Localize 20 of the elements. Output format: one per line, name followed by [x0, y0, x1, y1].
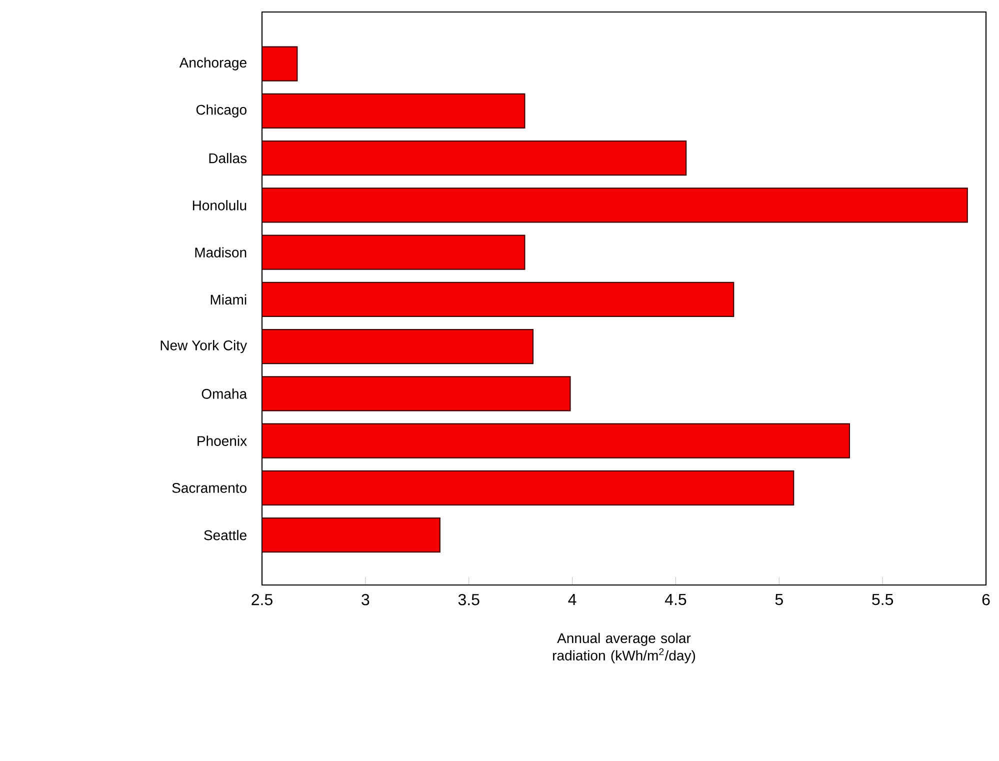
- x-axis-title: Annual average solar radiation (kWh/m$^{2}$/day): [553, 632, 696, 664]
- y-tick-label: Chicago: [196, 104, 246, 118]
- x-tick-label: 4.5: [664, 594, 686, 606]
- y-tick-label: Honolulu: [192, 200, 246, 210]
- y-tick-label: Phoenix: [198, 436, 247, 446]
- y-tick-label: Sacramento: [172, 482, 246, 493]
- y-tick-label: Dallas: [209, 152, 247, 164]
- y-tick-label: Omaha: [202, 388, 248, 399]
- y-tick-label: Madison: [195, 247, 246, 258]
- x-tick-label: 3.5: [458, 594, 480, 606]
- y-tick-label: Seattle: [204, 530, 246, 540]
- x-tick-label: 4: [568, 594, 576, 605]
- y-tick-label: Miami: [210, 294, 246, 305]
- x-tick-label: 6: [982, 594, 990, 606]
- x-tick-label: 3: [362, 594, 370, 606]
- x-tick-label: 5.5: [872, 594, 894, 606]
- y-tick-label: New York City: [160, 340, 248, 354]
- y-tick-label: Anchorage: [179, 57, 246, 70]
- x-tick-label: 2.5: [252, 594, 272, 606]
- x-tick-label: 5: [775, 594, 783, 606]
